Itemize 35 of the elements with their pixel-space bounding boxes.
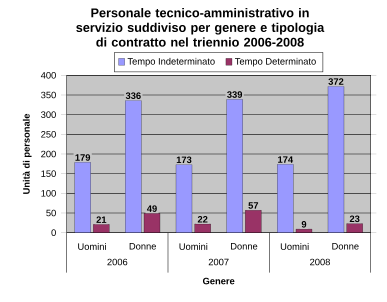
data-label: 174 [278,156,294,163]
x-axis-title: Genere [202,278,234,284]
text: 2007 [208,258,229,266]
y-tick-label: 150 [41,170,56,177]
y-tick-label: 50 [46,210,56,216]
y-tick-label: 300 [41,111,56,118]
data-label: 22 [198,216,208,223]
y-tick-label: 400 [40,72,56,79]
data-label: 372 [328,78,344,85]
data-label: 173 [176,156,192,164]
x-tick-label: Uomini [180,243,208,250]
data-label: 179 [75,154,90,161]
y-tick-label: 200 [41,150,56,158]
y-tick-label: 350 [41,92,56,98]
legend-label: Tempo Determinato [234,58,316,67]
legend-label: Tempo Indeterminato [128,58,215,67]
data-label: 21 [96,216,106,223]
data-label: 49 [146,205,157,212]
x-tick-label: Uomini [280,243,309,250]
y-tick-label: 0 [51,229,56,236]
data-label: 339 [227,91,242,98]
data-label: 23 [350,216,360,222]
x-tick-label: Uomini [78,243,106,250]
chart-title: Personale tecnico-amministrativo in servizio suddiviso per genere e tipologia di contratto nel triennio 2006-2008 [76,8,324,47]
data-label: 336 [126,92,141,100]
data-label: 9 [302,221,306,228]
x-tick-label: Donne [332,243,359,250]
text: 2008 [310,258,330,266]
y-tick-label: 250 [41,131,56,138]
y-tick-label: 100 [41,190,56,197]
y-axis-title: Unità di personale [22,114,32,194]
data-label: 57 [248,202,258,209]
x-tick-label: Donne [130,243,156,250]
x-tick-label: Donne [231,243,258,250]
text: 2006 [107,258,128,266]
